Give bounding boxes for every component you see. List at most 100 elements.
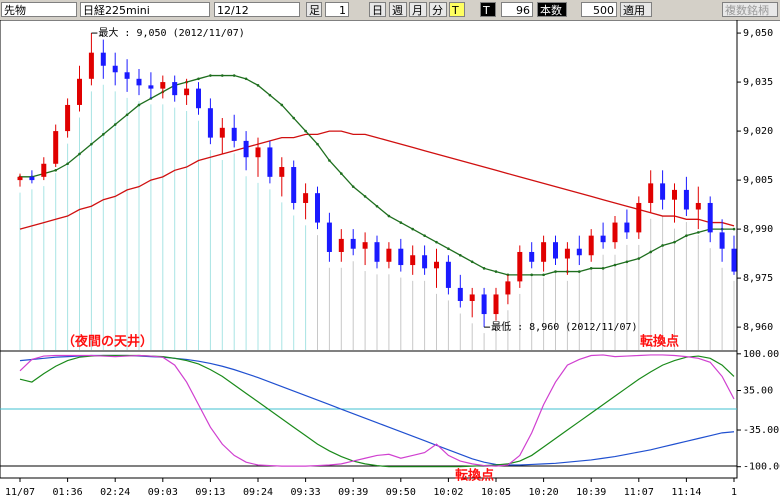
- candle-body: [196, 88, 201, 109]
- product-select[interactable]: 日経225mini: [80, 2, 210, 17]
- x-tick-label: 10:20: [529, 487, 559, 498]
- candle-body: [422, 255, 428, 269]
- candle-body: [517, 251, 523, 282]
- x-tick-label: 02:24: [100, 487, 130, 498]
- ma-dot: [578, 270, 581, 273]
- ma-dot: [363, 195, 367, 198]
- ma-dot: [673, 240, 676, 244]
- ma-dot: [589, 267, 593, 270]
- candle-body: [672, 189, 677, 200]
- ma-dot: [256, 84, 260, 87]
- candle-body: [624, 222, 630, 233]
- ma-dot: [268, 93, 272, 97]
- candle-body: [695, 202, 701, 210]
- y-tick-label: 9,035: [743, 77, 773, 88]
- ma-dot: [411, 227, 415, 231]
- ma-dot: [613, 263, 617, 267]
- x-tick-label: 11:14: [671, 487, 701, 498]
- y-tick-label: 35.00: [743, 386, 773, 397]
- y-tick-label: 9,020: [743, 126, 773, 137]
- candle-body: [267, 147, 273, 177]
- ma-dot: [542, 273, 545, 277]
- multi-button[interactable]: 複数銘柄: [722, 2, 778, 17]
- minute-button[interactable]: 分: [429, 2, 447, 17]
- count-label: 本数: [537, 2, 567, 17]
- y-tick-label: 8,990: [743, 224, 773, 235]
- ma-dot: [351, 185, 355, 188]
- candle-body: [636, 202, 642, 233]
- ma-dot: [316, 142, 319, 146]
- candle-body: [612, 222, 618, 243]
- ma-dot: [447, 247, 450, 251]
- candle-body: [136, 78, 142, 86]
- candle-body: [683, 189, 689, 210]
- month-select[interactable]: 12/12: [214, 2, 300, 17]
- x-tick-label: 1: [731, 487, 737, 498]
- ma-dot: [482, 267, 486, 270]
- symbol-select[interactable]: 先物: [1, 2, 77, 17]
- candle-body: [600, 235, 606, 243]
- x-tick-label: 10:05: [481, 487, 511, 498]
- candle-body: [410, 255, 416, 266]
- ma-dot: [423, 234, 426, 237]
- ma-dot: [459, 253, 462, 257]
- ma-dot: [280, 103, 284, 107]
- plot-frame: [0, 20, 738, 479]
- ma-dot: [292, 116, 296, 120]
- ma-dot: [137, 103, 141, 107]
- week-button[interactable]: 週: [389, 2, 407, 17]
- tick-button[interactable]: T: [449, 2, 465, 17]
- moving-average: [19, 130, 735, 230]
- candle-body: [505, 281, 511, 295]
- note: 転換点: [455, 468, 494, 484]
- candle-body: [338, 238, 344, 252]
- ma-dot: [685, 234, 688, 237]
- ma-dot: [470, 260, 474, 264]
- candle-body: [124, 72, 130, 79]
- note: （夜間の天井）: [62, 334, 153, 350]
- count-input[interactable]: 96: [501, 2, 533, 17]
- bars-input[interactable]: 500: [581, 2, 617, 17]
- ma-dot: [732, 227, 736, 231]
- ma-dot: [125, 113, 129, 117]
- ma-dot: [244, 77, 248, 81]
- ma-dot: [530, 273, 533, 277]
- candle-body: [469, 294, 475, 301]
- candle-body: [588, 235, 594, 256]
- ma-dot: [209, 74, 212, 77]
- candle-body: [541, 242, 547, 262]
- annotation: 最大 : 9,050 (2012/11/07): [98, 26, 244, 39]
- period-label: 足: [306, 2, 322, 17]
- candle-body: [184, 88, 190, 96]
- y-tick-label: 100.00: [743, 349, 779, 360]
- candle-body: [255, 147, 261, 158]
- period-input[interactable]: 1: [325, 2, 349, 17]
- ma-dot: [340, 172, 343, 175]
- annotation: 最低 : 8,960 (2012/11/07): [491, 320, 637, 333]
- candle-body: [374, 242, 380, 262]
- candle-body: [386, 248, 392, 262]
- candle-body: [315, 193, 320, 223]
- candle-body: [660, 183, 666, 200]
- candle-body: [65, 104, 71, 132]
- candle-body: [77, 78, 82, 105]
- month-button[interactable]: 月: [409, 2, 427, 17]
- note: 転換点: [640, 334, 679, 350]
- x-tick-label: 10:39: [576, 487, 606, 498]
- ma-dot: [554, 270, 557, 273]
- candle-body: [481, 294, 487, 315]
- ma-dot: [375, 204, 379, 208]
- candle-body: [362, 242, 368, 249]
- candle-body: [445, 261, 451, 288]
- apply-button[interactable]: 適用: [620, 2, 652, 17]
- day-button[interactable]: 日: [369, 2, 386, 17]
- candle-body: [553, 242, 558, 259]
- candle-body: [648, 183, 654, 203]
- y-tick-label: 8,975: [743, 273, 773, 284]
- x-tick-label: 09:39: [338, 487, 368, 498]
- ma-dot: [637, 257, 641, 260]
- x-tick-label: 09:03: [148, 487, 178, 498]
- x-tick-label: 09:50: [386, 487, 416, 498]
- candle-body: [707, 202, 713, 233]
